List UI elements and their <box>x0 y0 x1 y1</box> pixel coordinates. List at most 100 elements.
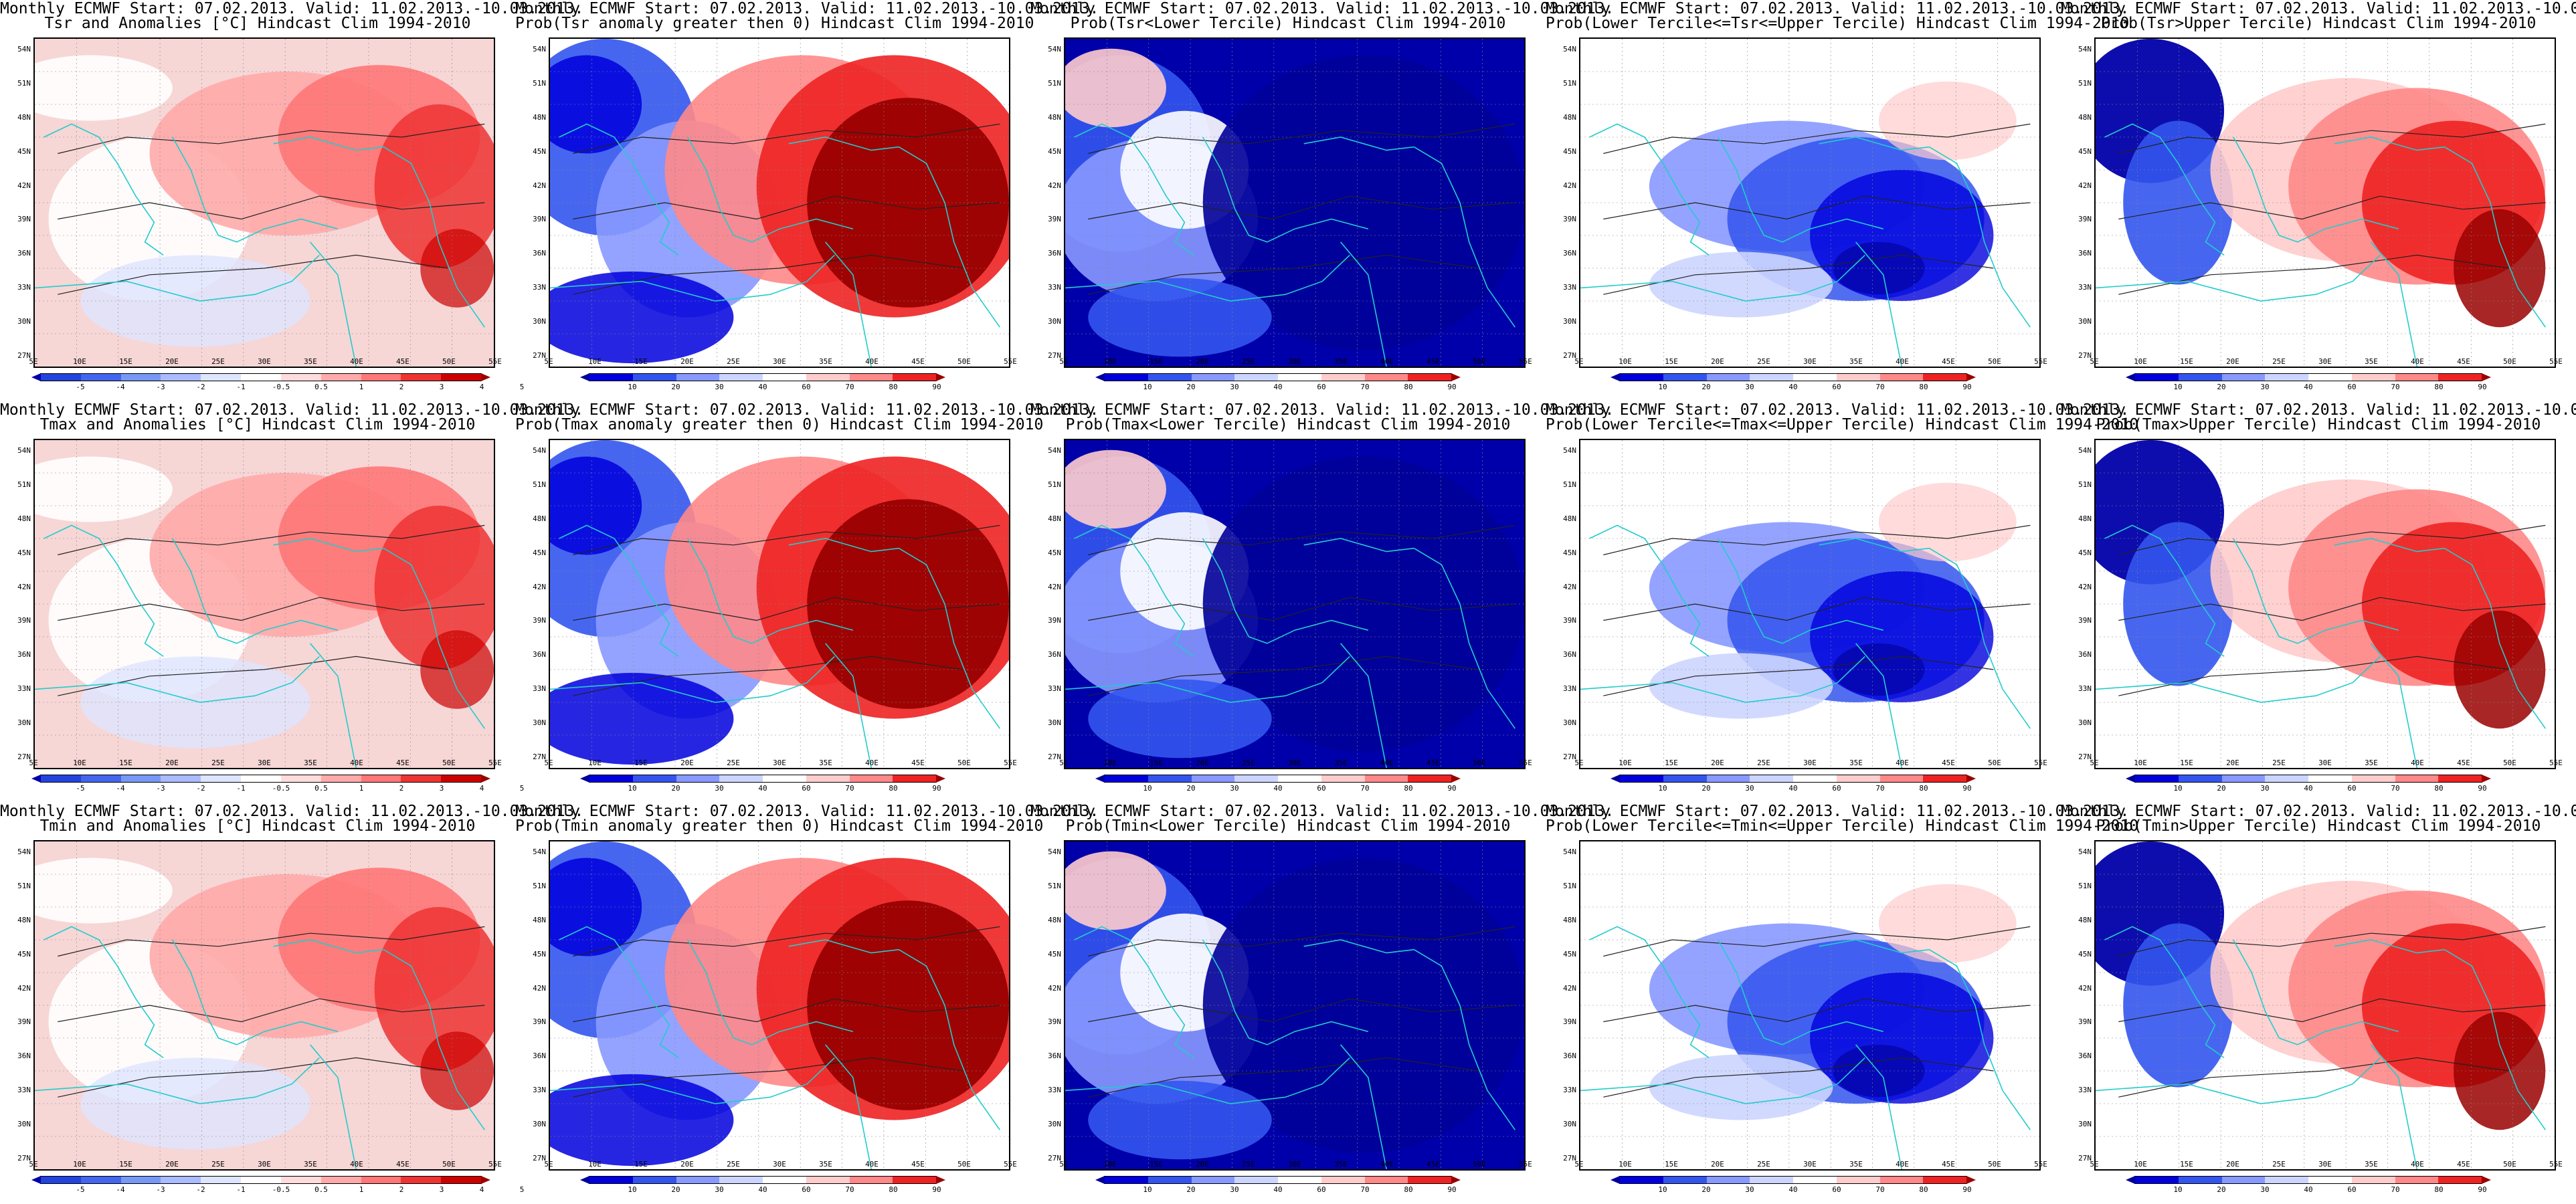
colorbar-tick-label: 40 <box>2304 784 2313 793</box>
coastline <box>43 524 164 658</box>
colorbar-swatch <box>589 1177 633 1183</box>
coastline <box>309 1044 357 1169</box>
colorbar-tick-label: 5 <box>519 1185 525 1194</box>
longitude-label: 40E <box>865 357 879 366</box>
field-shading <box>2454 1011 2546 1130</box>
colorbar <box>580 373 945 381</box>
coastline <box>550 656 835 703</box>
longitude-label: 45E <box>1942 1160 1955 1169</box>
colorbar-swatch <box>41 775 81 782</box>
longitude-label: 45E <box>911 1160 925 1169</box>
latitude-label: 48N <box>2078 112 2092 122</box>
longitude-label: 40E <box>2411 1160 2424 1169</box>
longitude-label: 50E <box>1473 759 1486 767</box>
map-field <box>1580 440 2039 768</box>
colorbar-tick-label: 20 <box>1186 383 1196 391</box>
latitude-label: 42N <box>533 983 546 993</box>
longitude-label: 25E <box>211 1160 225 1169</box>
latitude-label: 27N <box>1048 351 1061 360</box>
colorbar-tick-label: 40 <box>1788 784 1798 793</box>
latitude-label: 36N <box>2078 650 2092 660</box>
longitude-label: 50E <box>1473 357 1486 366</box>
colorbar-tick-label: -2 <box>196 1185 205 1194</box>
longitude-label: 5E <box>1059 1160 1069 1169</box>
temperature-contour <box>1603 597 2031 621</box>
panel-title-line2: Tmax and Anomalies [°C] Hindcast Clim 19… <box>39 416 476 433</box>
coastline <box>1855 241 1902 367</box>
colorbar-swatch <box>676 775 720 782</box>
colorbar-tick-label: 30 <box>2260 383 2270 391</box>
longitude-label: 5E <box>1059 759 1069 767</box>
map-field <box>1065 841 1524 1169</box>
longitude-label: 45E <box>1427 357 1440 366</box>
map-frame <box>2094 840 2556 1171</box>
coastline <box>824 241 872 367</box>
longitude-label: 55E <box>488 759 502 767</box>
longitude-label: 55E <box>1004 759 1017 767</box>
colorbar-tick-label: 70 <box>1875 784 1885 793</box>
colorbar-low-arrow <box>580 373 589 381</box>
latitude-label: 42N <box>1048 181 1061 190</box>
latitude-label: 27N <box>2078 351 2092 360</box>
colorbar <box>580 775 945 783</box>
temperature-contour <box>2118 524 2546 556</box>
coastline <box>35 656 320 703</box>
colorbar-tick-label: 90 <box>2478 784 2487 793</box>
colorbar-tick-label: 70 <box>2391 383 2400 391</box>
field-shading <box>374 907 494 1071</box>
latitude-label: 36N <box>2078 1051 2092 1061</box>
map-panel-tmin-lower: Monthly ECMWF Start: 07.02.2013. Valid: … <box>1030 803 1614 1204</box>
coastline <box>2233 939 2399 1045</box>
colorbar-swatch <box>1191 775 1235 782</box>
latitude-label: 33N <box>1048 1086 1061 1095</box>
colorbar-swatch <box>763 1177 806 1183</box>
longitude-label: 50E <box>2503 1160 2516 1169</box>
longitude-label: 35E <box>819 759 832 767</box>
longitude-label: 5E <box>29 1160 38 1169</box>
map-panel-tsr-lower: Monthly ECMWF Start: 07.02.2013. Valid: … <box>1030 0 1614 401</box>
coastline <box>2096 656 2381 703</box>
colorbar-tick-label: 90 <box>2478 383 2487 391</box>
colorbar-swatch <box>161 374 201 381</box>
colorbar-swatch <box>1706 1177 1750 1183</box>
colorbar-swatch <box>361 1177 401 1183</box>
colorbar-tick-label: -0.5 <box>272 784 290 793</box>
latitude-label: 33N <box>1563 1086 1576 1095</box>
longitude-label: 55E <box>1519 1160 1532 1169</box>
longitude-label: 45E <box>396 759 409 767</box>
temperature-contour <box>1603 926 2031 957</box>
colorbar-swatch <box>201 374 242 381</box>
longitude-label: 35E <box>819 1160 832 1169</box>
panel-title-line2: Prob(Tmax<Lower Tercile) Hindcast Clim 1… <box>1065 416 1511 433</box>
colorbar-tick-label: 20 <box>671 784 680 793</box>
colorbar-tick-label: 30 <box>1230 1185 1239 1194</box>
longitude-label: 40E <box>350 759 363 767</box>
longitude-label: 55E <box>2549 357 2563 366</box>
field-shading <box>1649 653 1833 719</box>
colorbar-swatch <box>1147 374 1192 381</box>
coastline <box>2370 241 2417 367</box>
colorbar-tick-label: 20 <box>671 1185 680 1194</box>
coastline <box>2370 643 2417 768</box>
latitude-label: 39N <box>17 616 31 625</box>
colorbar-tick-label: 20 <box>1701 1185 1711 1194</box>
latitude-label: 51N <box>1048 480 1061 489</box>
longitude-label: 40E <box>2411 357 2424 366</box>
latitude-label: 27N <box>17 752 31 761</box>
coastline <box>43 123 164 256</box>
field-shading <box>35 55 173 121</box>
longitude-label: 20E <box>2226 357 2239 366</box>
field-shading <box>1878 482 2017 562</box>
colorbar-tick-label: 80 <box>889 1185 898 1194</box>
coastline <box>898 548 1000 729</box>
colorbar-tick-label: 40 <box>1273 784 1283 793</box>
longitude-label: 20E <box>1711 1160 1724 1169</box>
longitude-label: 10E <box>588 357 602 366</box>
coastline <box>898 949 1000 1130</box>
longitude-label: 55E <box>1519 759 1532 767</box>
coastline <box>35 1057 320 1104</box>
longitude-label: 25E <box>211 759 225 767</box>
colorbar-tick-label: 70 <box>845 383 854 391</box>
colorbar-tick-label: 20 <box>1186 784 1196 793</box>
colorbar-labels: 10 20 30 40 60 70 80 90 <box>1104 1185 1456 1195</box>
